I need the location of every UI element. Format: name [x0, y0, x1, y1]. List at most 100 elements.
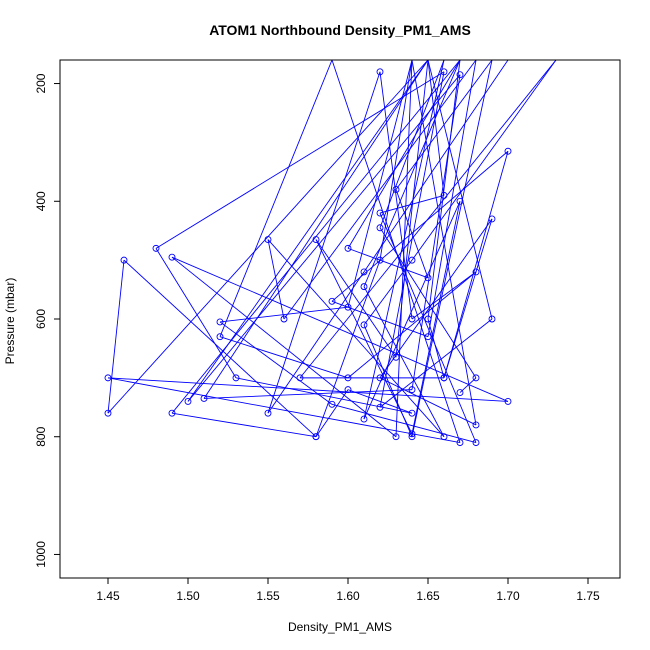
series-segment — [219, 60, 333, 337]
x-tick-label: 1.70 — [496, 589, 520, 603]
data-point — [216, 318, 224, 326]
chart-title: ATOM1 Northbound Density_PM1_AMS — [209, 22, 471, 38]
data-point — [456, 71, 464, 79]
series-segment — [363, 286, 445, 437]
series-segment — [123, 259, 317, 438]
series-segment — [171, 412, 317, 438]
data-point — [120, 256, 128, 264]
series-segment — [379, 318, 493, 408]
series-segment — [267, 239, 445, 438]
series-segment — [379, 227, 477, 379]
series-segment — [331, 150, 509, 302]
series-segment — [427, 60, 493, 320]
series-segment — [379, 218, 493, 379]
series-layer — [107, 60, 557, 444]
series-segment — [411, 60, 493, 437]
data-point — [440, 68, 448, 76]
data-point — [216, 333, 224, 341]
data-point — [152, 244, 160, 252]
y-tick-label: 800 — [34, 426, 48, 446]
data-point — [408, 315, 416, 323]
data-point — [264, 409, 272, 417]
series-segment — [379, 212, 477, 443]
data-point — [360, 415, 368, 423]
series-segment — [347, 247, 429, 279]
series-segment — [347, 60, 413, 308]
series-segment — [379, 71, 445, 408]
data-point — [328, 400, 336, 408]
series-segment — [363, 60, 445, 420]
data-point — [424, 274, 432, 282]
data-point — [168, 409, 176, 417]
data-point — [440, 433, 448, 441]
series-segment — [395, 189, 429, 278]
y-axis: 200 400 600 800 1000 — [34, 73, 60, 568]
series-segment — [315, 239, 413, 434]
series-segment — [395, 60, 429, 358]
data-point — [408, 433, 416, 441]
series-segment — [155, 248, 237, 379]
series-segment — [347, 271, 477, 379]
data-point — [392, 353, 400, 361]
data-point — [344, 386, 352, 394]
data-point — [408, 409, 416, 417]
data-point — [488, 315, 496, 323]
data-point — [472, 268, 480, 276]
series-segment — [107, 260, 125, 414]
series-segment — [267, 71, 381, 414]
data-point — [344, 303, 352, 311]
data-point — [456, 439, 464, 447]
series-segment — [219, 306, 349, 323]
series-segment — [315, 259, 381, 437]
data-point — [440, 374, 448, 382]
series-segment — [203, 389, 413, 399]
y-tick-label: 200 — [34, 73, 48, 93]
data-point — [296, 374, 304, 382]
x-axis: 1.45 1.50 1.55 1.60 1.65 1.70 1.75 — [96, 578, 600, 603]
series-segment — [411, 201, 461, 434]
data-point — [424, 333, 432, 341]
series-segment — [363, 201, 461, 420]
series-segment — [299, 60, 557, 379]
data-point — [168, 253, 176, 261]
series-segment — [315, 239, 397, 358]
series-segment — [363, 60, 509, 273]
data-point — [392, 433, 400, 441]
data-point — [328, 297, 336, 305]
series-segment — [347, 60, 461, 249]
data-point — [472, 374, 480, 382]
series-segment — [427, 60, 445, 196]
y-tick-label: 1000 — [34, 541, 48, 568]
series-segment — [379, 60, 445, 228]
data-point — [392, 186, 400, 193]
series-segment — [283, 60, 477, 320]
series-segment — [395, 60, 493, 190]
data-point — [360, 268, 368, 276]
x-tick-label: 1.60 — [336, 589, 360, 603]
series-segment — [427, 60, 477, 337]
series-segment — [315, 389, 349, 437]
series-segment — [267, 239, 285, 320]
data-point — [424, 315, 432, 323]
data-point — [344, 244, 352, 252]
data-point — [456, 197, 464, 205]
series-segment — [155, 71, 445, 249]
data-point — [408, 430, 416, 438]
series-segment — [411, 60, 477, 426]
data-point — [376, 403, 384, 411]
data-point — [440, 191, 448, 199]
data-point — [504, 397, 512, 405]
data-point — [264, 236, 272, 243]
series-segment — [107, 377, 509, 402]
data-point — [408, 386, 416, 394]
x-tick-label: 1.75 — [576, 589, 600, 603]
series-segment — [459, 377, 477, 393]
data-point — [232, 374, 240, 382]
data-point — [200, 395, 208, 402]
data-point — [280, 315, 288, 323]
data-point — [488, 215, 496, 223]
y-axis-label: Pressure (mbar) — [3, 278, 17, 365]
data-point — [376, 68, 384, 76]
series-segment — [203, 60, 429, 399]
